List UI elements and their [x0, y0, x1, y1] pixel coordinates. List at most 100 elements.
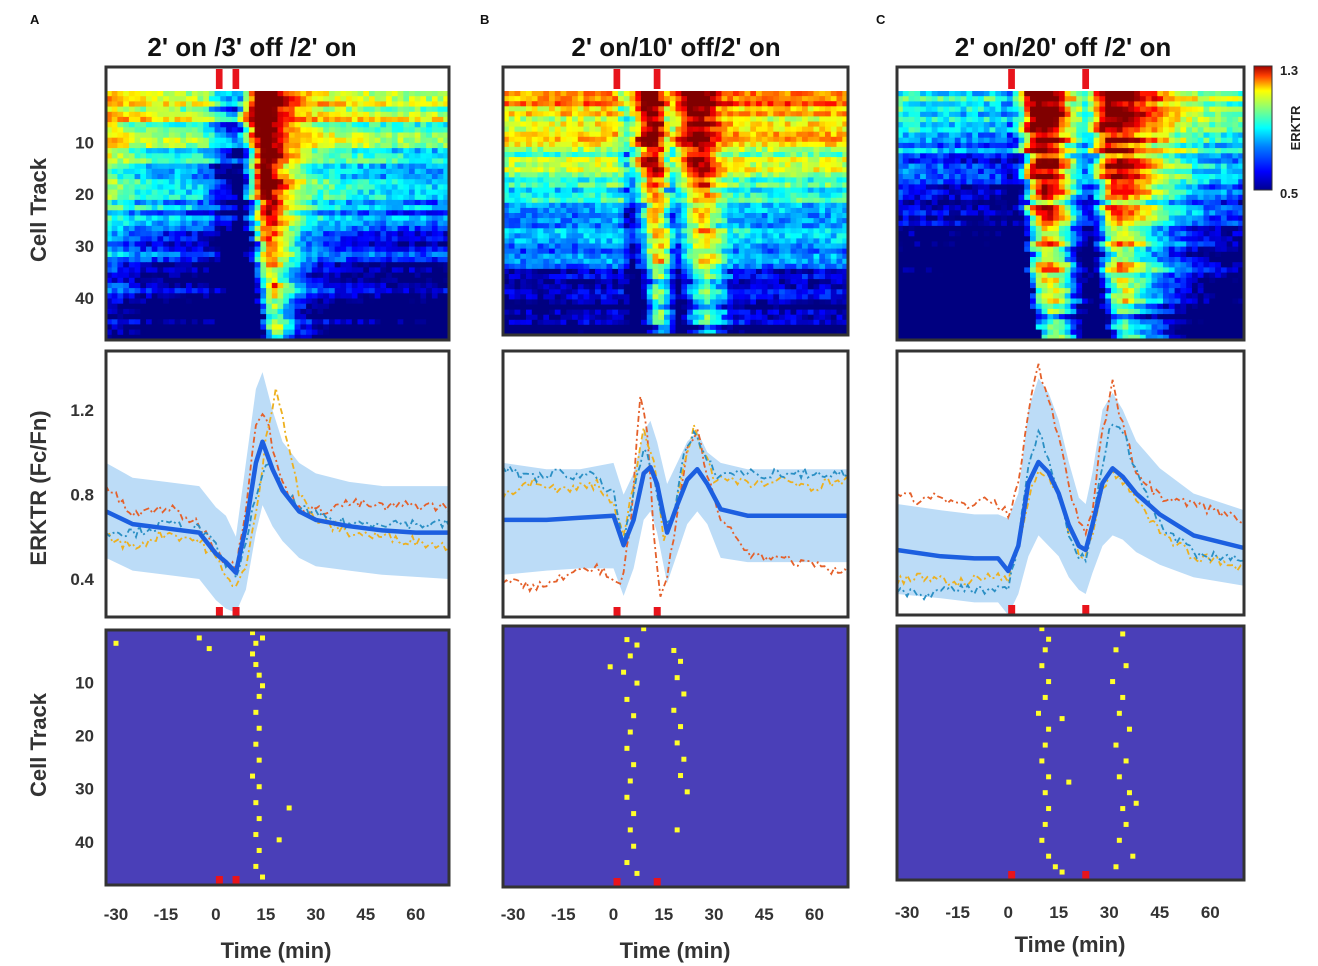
heatmap-cell [761, 248, 769, 255]
heatmap-cell [807, 223, 815, 229]
heatmap-cell [431, 168, 439, 175]
heatmap-cell [796, 243, 803, 250]
heatmap-cell [306, 262, 313, 268]
heatmap-cell [254, 189, 261, 196]
heatmap-cell [606, 248, 613, 255]
heatmap-cell [317, 111, 324, 118]
heatmap-cell [779, 218, 786, 224]
heatmap-cell [283, 329, 290, 336]
heatmap-cell [733, 116, 740, 123]
heatmap-cell [271, 127, 279, 134]
heatmap-cell [271, 96, 279, 102]
heatmap-cell [606, 238, 613, 245]
heatmap-cell [514, 192, 521, 199]
heatmap-cell [727, 258, 734, 265]
heatmap-cell [403, 111, 410, 118]
heatmap-cell [397, 137, 404, 144]
heatmap-cell [128, 272, 136, 279]
heatmap-cell [311, 262, 319, 268]
heatmap-cell [443, 231, 450, 237]
heatmap-cell [311, 267, 319, 274]
heatmap-cell [836, 167, 843, 173]
heatmap-cell [664, 106, 671, 112]
heatmap-cell [802, 131, 809, 138]
heatmap-cell [283, 210, 290, 217]
heatmap-cell [526, 141, 533, 148]
heatmap-cell [790, 182, 797, 189]
heatmap-cell [323, 220, 330, 227]
heatmap-cell [243, 241, 250, 248]
heatmap-top-margin [106, 67, 449, 91]
heatmap-cell [409, 257, 416, 263]
heatmap-cell [231, 174, 239, 180]
heatmap-cell [704, 91, 711, 97]
heatmap-cell [231, 148, 239, 154]
heatmap-cell [140, 246, 147, 253]
heatmap-cell [537, 111, 544, 117]
heatmap-cell [397, 153, 404, 160]
heatmap-cell [163, 189, 170, 196]
heatmap-cell [600, 96, 608, 102]
heatmap-cell [329, 303, 336, 310]
heatmap-cell [710, 172, 717, 178]
heatmap-cell [437, 91, 444, 97]
heatmap-cell [260, 220, 267, 227]
heatmap-cell [779, 101, 786, 107]
heatmap-cell [260, 314, 267, 320]
heatmap-cell [836, 136, 843, 143]
heatmap-cell [508, 218, 516, 224]
heatmap-cell [203, 158, 210, 165]
heatmap-cell [437, 111, 444, 118]
heatmap-cell [589, 131, 596, 138]
heatmap-cell [277, 142, 284, 149]
heatmap-cell [220, 199, 227, 206]
heatmap-cell [369, 225, 376, 232]
heatmap-cell [146, 137, 153, 144]
heatmap-cell [283, 298, 290, 305]
heatmap-cell [687, 136, 694, 143]
heatmap-cell [157, 334, 164, 341]
heatmap-cell [220, 257, 227, 263]
heatmap-cell [520, 197, 527, 204]
heatmap-cell [123, 127, 130, 134]
heatmap-cell [386, 163, 393, 170]
heatmap-cell [346, 210, 353, 217]
heatmap-cell [641, 253, 648, 260]
heatmap-cell [163, 267, 170, 274]
heatmap-cell [664, 213, 671, 219]
heatmap-cell [414, 174, 421, 180]
heatmap-cell [340, 210, 347, 217]
heatmap-cell [157, 163, 164, 170]
heatmap-cell [357, 205, 364, 211]
heatmap-cell [595, 207, 602, 214]
heatmap-cell [317, 174, 324, 180]
heatmap-cell [369, 142, 376, 149]
pulse-marker [215, 607, 223, 616]
heatmap-cell [727, 126, 734, 133]
heatmap-cell [340, 127, 347, 134]
heatmap-cell [426, 277, 433, 284]
heatmap-cell [157, 277, 164, 284]
heatmap-cell [203, 127, 210, 134]
heatmap-cell [443, 132, 450, 139]
heatmap-cell [208, 184, 216, 191]
heatmap-cell [231, 329, 239, 336]
heatmap-cell [191, 158, 199, 165]
heatmap-cell [197, 251, 204, 258]
heatmap-cell [681, 248, 688, 255]
heatmap-cell [266, 319, 273, 326]
heatmap-cell [380, 205, 387, 211]
heatmap-cell [756, 197, 763, 204]
heatmap-cell [641, 258, 648, 265]
heatmap-cell [566, 233, 573, 239]
heatmap-cell [243, 231, 250, 237]
heatmap-cell [514, 167, 521, 173]
heatmap-cell [437, 148, 444, 154]
heatmap-cell [334, 132, 341, 139]
heatmap-cell [572, 238, 579, 245]
heatmap-cell [420, 231, 427, 237]
heatmap-cell [380, 194, 387, 201]
heatmap-cell [443, 199, 450, 206]
heatmap-cell [520, 116, 527, 123]
heatmap-cell [595, 258, 602, 265]
